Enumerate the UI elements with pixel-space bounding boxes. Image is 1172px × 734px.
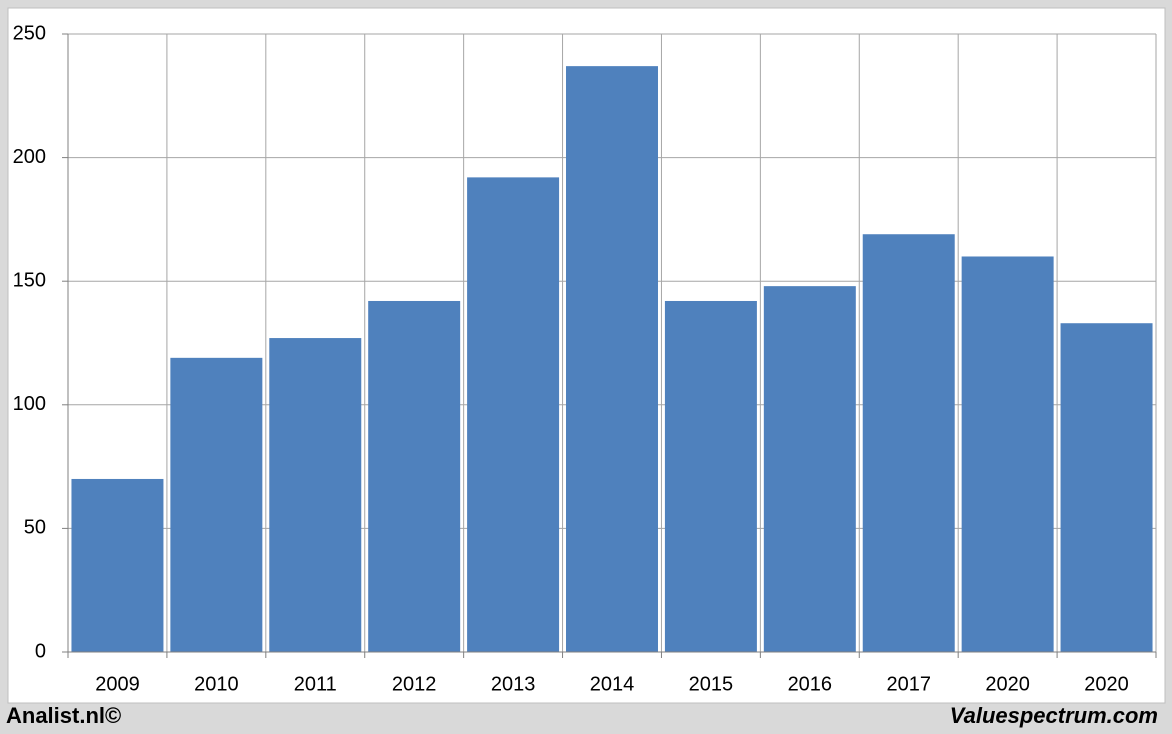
bar [862, 234, 955, 652]
footer-right: Valuespectrum.com [950, 703, 1158, 728]
bar [961, 256, 1054, 652]
bar [566, 66, 658, 653]
bar [269, 338, 362, 652]
footer-left: Analist.nl© [6, 703, 121, 728]
y-tick-label: 0 [35, 640, 46, 662]
x-tick-label: 2020 [985, 673, 1030, 695]
bar [763, 286, 856, 652]
x-tick-label: 2010 [194, 673, 239, 695]
x-tick-label: 2009 [95, 673, 140, 695]
y-tick-label: 250 [13, 22, 46, 44]
x-tick-label: 2015 [689, 673, 734, 695]
y-tick-label: 50 [24, 517, 46, 539]
x-tick-label: 2017 [886, 673, 931, 695]
x-tick-label: 2011 [294, 673, 337, 695]
y-tick-label: 100 [13, 393, 46, 415]
x-tick-label: 2013 [491, 673, 536, 695]
bar [170, 357, 263, 652]
x-tick-label: 2016 [788, 673, 833, 695]
bar [368, 300, 461, 652]
y-tick-label: 150 [13, 269, 46, 291]
bar [71, 478, 164, 652]
x-tick-label: 2020 [1084, 673, 1129, 695]
bar [664, 300, 757, 652]
x-tick-label: 2012 [392, 673, 437, 695]
y-tick-label: 200 [13, 146, 46, 168]
x-tick-label: 2014 [590, 673, 635, 695]
bar [1060, 323, 1153, 652]
bar [467, 177, 560, 652]
